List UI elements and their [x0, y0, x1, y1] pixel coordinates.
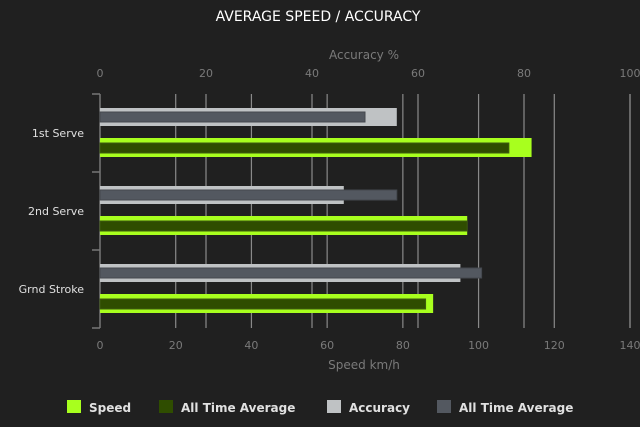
bar-accuracy-average — [99, 111, 366, 123]
category-label: Grnd Stroke — [19, 283, 85, 296]
bottom-tick-label: 40 — [244, 339, 258, 352]
bottom-axis-label: Speed km/h — [328, 358, 400, 372]
bar-speed-average — [99, 220, 468, 232]
chart-title: AVERAGE SPEED / ACCURACY — [216, 9, 421, 25]
bottom-tick-label: 0 — [97, 339, 104, 352]
bottom-tick-label: 80 — [396, 339, 410, 352]
legend-label: All Time Average — [459, 401, 573, 415]
bar-accuracy-average — [99, 189, 398, 201]
bottom-tick-label: 60 — [320, 339, 334, 352]
legend-label: Speed — [89, 401, 131, 415]
top-tick-label: 20 — [199, 67, 213, 80]
top-tick-label: 100 — [620, 67, 640, 80]
top-tick-label: 80 — [517, 67, 531, 80]
bottom-tick-label: 120 — [544, 339, 565, 352]
category-label: 1st Serve — [32, 127, 84, 140]
legend-swatch — [327, 400, 341, 413]
bar-speed-average — [99, 298, 427, 310]
legend-swatch — [159, 400, 173, 413]
bar-accuracy-average — [99, 267, 483, 279]
bottom-tick-label: 100 — [468, 339, 489, 352]
bottom-tick-label: 20 — [169, 339, 183, 352]
legend-label: All Time Average — [181, 401, 295, 415]
bar-speed-average — [99, 142, 510, 154]
legend-swatch — [437, 400, 451, 413]
legend-label: Accuracy — [349, 401, 410, 415]
top-tick-label: 40 — [305, 67, 319, 80]
legend-swatch — [67, 400, 81, 413]
top-tick-label: 0 — [97, 67, 104, 80]
bottom-tick-label: 140 — [620, 339, 640, 352]
category-label: 2nd Serve — [28, 205, 84, 218]
top-tick-label: 60 — [411, 67, 425, 80]
top-axis-label: Accuracy % — [329, 48, 399, 62]
